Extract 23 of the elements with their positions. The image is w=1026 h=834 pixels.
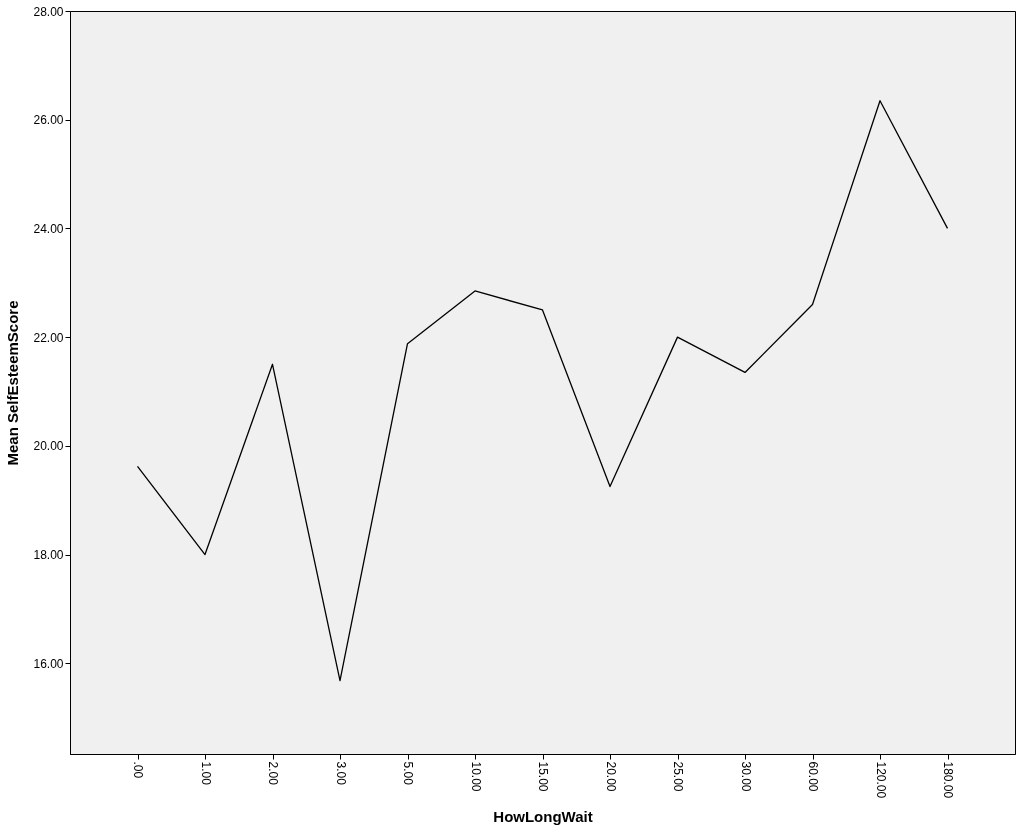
y-tick-label: 16.00 bbox=[33, 656, 64, 671]
x-tick-label: .00 bbox=[131, 761, 145, 779]
y-tick-label: 24.00 bbox=[33, 221, 64, 236]
y-tick-label: 26.00 bbox=[33, 113, 64, 128]
y-tick-label: 18.00 bbox=[33, 548, 64, 563]
y-tick-label: 28.00 bbox=[33, 4, 64, 19]
x-tick-label: 2.00 bbox=[266, 761, 280, 786]
x-tick-label: 30.00 bbox=[738, 761, 753, 792]
x-tick-label: 3.00 bbox=[333, 761, 348, 786]
x-tick-label: 10.00 bbox=[468, 761, 483, 792]
line-series bbox=[136, 100, 949, 682]
y-tick-label: 20.00 bbox=[33, 439, 64, 454]
x-tick-label: 5.00 bbox=[401, 761, 415, 786]
x-tick-label: 120.00 bbox=[873, 761, 888, 799]
x-tick-label: 1.00 bbox=[198, 761, 213, 786]
y-axis-title: Mean SelfEsteemScore bbox=[4, 300, 22, 466]
x-tick-label: 60.00 bbox=[806, 761, 820, 792]
x-tick-label: 25.00 bbox=[671, 761, 685, 792]
y-tick-label: 22.00 bbox=[33, 330, 64, 345]
x-axis-title: HowLongWait bbox=[493, 808, 593, 826]
x-tick-label: 15.00 bbox=[536, 761, 550, 792]
x-tick-label: 180.00 bbox=[941, 761, 955, 799]
x-tick-label: 20.00 bbox=[603, 761, 618, 792]
